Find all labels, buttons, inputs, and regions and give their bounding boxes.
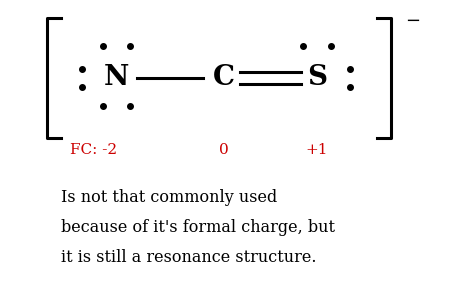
Text: because of it's formal charge, but: because of it's formal charge, but: [61, 219, 335, 236]
Text: C: C: [212, 64, 235, 91]
Text: Is not that commonly used: Is not that commonly used: [61, 189, 277, 206]
Text: S: S: [307, 64, 327, 91]
Text: it is still a resonance structure.: it is still a resonance structure.: [61, 249, 316, 266]
Text: −: −: [405, 12, 420, 30]
Text: +1: +1: [306, 143, 328, 156]
Text: 0: 0: [219, 143, 228, 156]
Text: FC: -2: FC: -2: [70, 143, 117, 156]
Text: N: N: [104, 64, 129, 91]
